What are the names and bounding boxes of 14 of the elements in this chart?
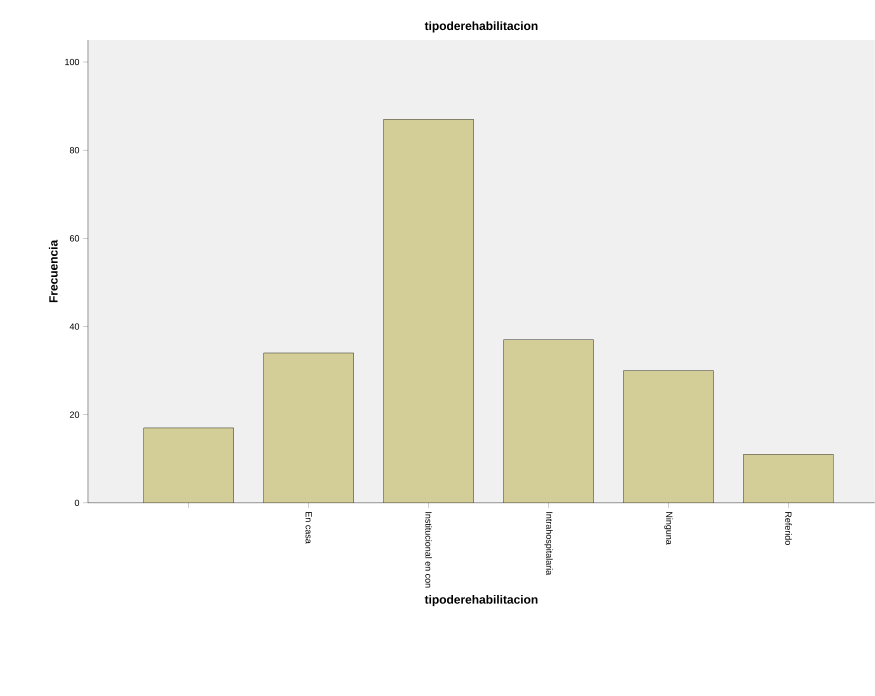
x-axis-title: tipoderehabilitacion [424, 595, 538, 606]
y-tick-label: 80 [70, 147, 80, 154]
x-tick-label: Ninguna [664, 512, 673, 545]
x-tick-label: Institucional en con [425, 512, 432, 588]
y-tick-label: 100 [65, 58, 80, 66]
y-axis-title: Frecuencia [48, 240, 58, 302]
y-tick-label: 20 [70, 412, 80, 418]
y-tick-label: 0 [74, 500, 80, 506]
chart-title: tipoderehabilitacion [424, 21, 538, 33]
x-tick-label: Referido [785, 512, 792, 545]
y-tick-label: 60 [70, 235, 80, 242]
y-tick-label: 40 [70, 323, 80, 330]
x-tick-label: Intrahospitalaria [544, 512, 553, 576]
x-tick-label: En casa [306, 512, 312, 544]
